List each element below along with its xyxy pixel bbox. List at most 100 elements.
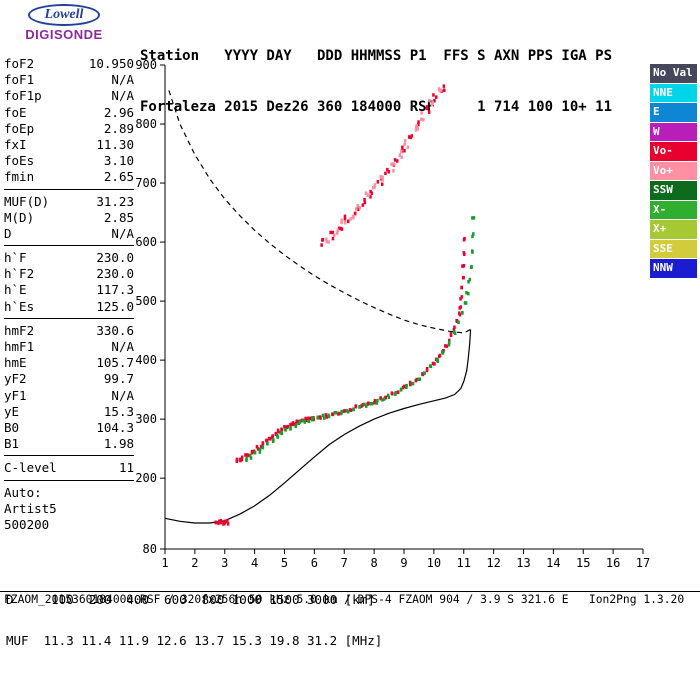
parameter-row: hmF2 330.6: [4, 323, 134, 339]
parameter-label: foEs: [4, 153, 35, 169]
parameter-value: 2.85: [103, 209, 134, 225]
legend-item-nne: NNE: [650, 83, 697, 102]
x-tick-label: 12: [486, 556, 500, 570]
parameter-label: MUF(D): [4, 193, 50, 209]
x-tick-label: 3: [221, 556, 228, 570]
parameter-value: N/A: [111, 225, 134, 241]
legend-item-ssw: SSW: [650, 181, 697, 200]
parameter-row: yF2 99.7: [4, 371, 134, 387]
y-tick-label: 600: [135, 235, 157, 249]
parameter-label: C-level: [4, 460, 57, 476]
parameter-label: B1: [4, 436, 20, 452]
series-f-trace-x-mode: [245, 216, 476, 462]
parameter-value: 2.65: [103, 169, 134, 185]
legend-item-no-val: No Val: [650, 64, 697, 83]
logo-product: DIGISONDE: [25, 27, 103, 42]
parameter-value: 117.3: [96, 282, 134, 298]
legend-item-x-: X+: [650, 220, 697, 239]
parameter-label: fmin: [4, 169, 35, 185]
x-tick-label: 5: [281, 556, 288, 570]
legend: No Val NNE E W Vo- Vo+ SSW X- X+ SSE NNW: [650, 64, 697, 279]
legend-item-vo-: Vo-: [650, 142, 697, 161]
y-tick-label: 700: [135, 176, 157, 190]
parameter-row: foEs 3.10: [4, 153, 134, 169]
y-tick-label: 400: [135, 353, 157, 367]
parameter-value: 2.96: [103, 104, 134, 120]
parameter-label: M(D): [4, 209, 35, 225]
parameter-value: 230.0: [96, 266, 134, 282]
series-f2-second-hop: [320, 84, 446, 247]
parameter-value: N/A: [111, 88, 134, 104]
parameter-row: yF1 N/A: [4, 388, 134, 404]
y-tick-label: 900: [135, 58, 157, 72]
x-tick-label: 17: [636, 556, 650, 570]
parameter-label: D: [4, 225, 12, 241]
parameter-label: yF2: [4, 371, 27, 387]
x-tick-label: 16: [606, 556, 620, 570]
x-tick-label: 1: [161, 556, 168, 570]
parameter-value: 10.950: [88, 56, 134, 71]
parameter-label: foF1p: [4, 88, 42, 104]
parameter-label: h`E: [4, 282, 27, 298]
x-tick-label: 6: [311, 556, 318, 570]
parameter-row: fxI 11.30: [4, 137, 134, 153]
separator: [4, 317, 134, 319]
parameter-label: h`Es: [4, 298, 35, 314]
x-tick-label: 2: [191, 556, 198, 570]
y-tick-label: 500: [135, 294, 157, 308]
muf-table-muf-row: MUF 11.3 11.4 11.9 12.6 13.7 15.3 19.8 3…: [6, 632, 383, 648]
parameter-label: yE: [4, 403, 20, 419]
parameter-footer-line: Artist5: [4, 500, 57, 516]
legend-item-e: E: [650, 103, 697, 122]
legend-item-w: W: [650, 122, 697, 141]
parameter-label: fxI: [4, 136, 27, 152]
y-tick-label: 300: [135, 412, 157, 426]
x-tick-label: 14: [546, 556, 560, 570]
parameter-value: 11: [118, 460, 134, 476]
parameter-row: h`F 230.0: [4, 250, 134, 266]
separator: [4, 479, 134, 481]
true-height-profile-line: [164, 329, 472, 524]
header-line-labels: Station YYYY DAY DDD HHMMSS P1 FFS S AXN…: [140, 48, 613, 64]
parameter-label: h`F2: [4, 266, 35, 282]
x-tick-label: 7: [341, 556, 348, 570]
y-tick-label: 200: [135, 471, 157, 485]
parameter-row: M(D) 2.85: [4, 210, 134, 226]
x-tick-label: 8: [371, 556, 378, 570]
series-f2-second-hop-spread: [325, 87, 443, 244]
x-tick-label: 4: [251, 556, 258, 570]
digisonde-logo: Lowell DIGISONDE: [6, 3, 122, 49]
parameter-value: 99.7: [103, 371, 134, 387]
parameter-label: B0: [4, 419, 20, 435]
parameter-value: 3.10: [103, 153, 134, 169]
parameter-value: N/A: [111, 339, 134, 354]
parameter-value: 105.7: [96, 355, 134, 371]
footer-separator: [0, 591, 700, 592]
parameter-row: foE 2.96: [4, 105, 134, 121]
parameter-label: h`F: [4, 250, 27, 266]
parameter-value: 104.3: [96, 419, 134, 435]
parameter-value: 330.6: [96, 322, 134, 338]
parameter-panel: foF2 10.950 foF1 N/A foF1p N/A foE 2.96 foEp 2.89…: [4, 56, 134, 533]
parameter-row: B1 1.98: [4, 436, 134, 452]
parameter-row: foF1 N/A: [4, 72, 134, 88]
x-tick-label: 9: [400, 556, 407, 570]
header-line-values: Fortaleza 2015 Dez26 360 184000 RSF 1 71…: [140, 99, 613, 115]
parameter-value: 1.98: [103, 436, 134, 452]
parameter-label: foF1: [4, 72, 35, 88]
parameter-row: h`F2 230.0: [4, 266, 134, 282]
separator: [4, 455, 134, 457]
parameter-value: N/A: [111, 387, 134, 403]
parameter-row: h`E 117.3: [4, 282, 134, 298]
parameter-label: yF1: [4, 387, 27, 403]
parameter-value: 15.3: [103, 403, 134, 419]
parameter-row: foF2 10.950: [4, 56, 134, 72]
parameter-row: C-level 11: [4, 460, 134, 476]
parameter-value: 125.0: [96, 298, 134, 314]
parameter-row: foEp 2.89: [4, 121, 134, 137]
parameter-value: 11.30: [96, 136, 134, 152]
parameter-row: fmin 2.65: [4, 169, 134, 185]
parameter-row: h`Es 125.0: [4, 299, 134, 315]
